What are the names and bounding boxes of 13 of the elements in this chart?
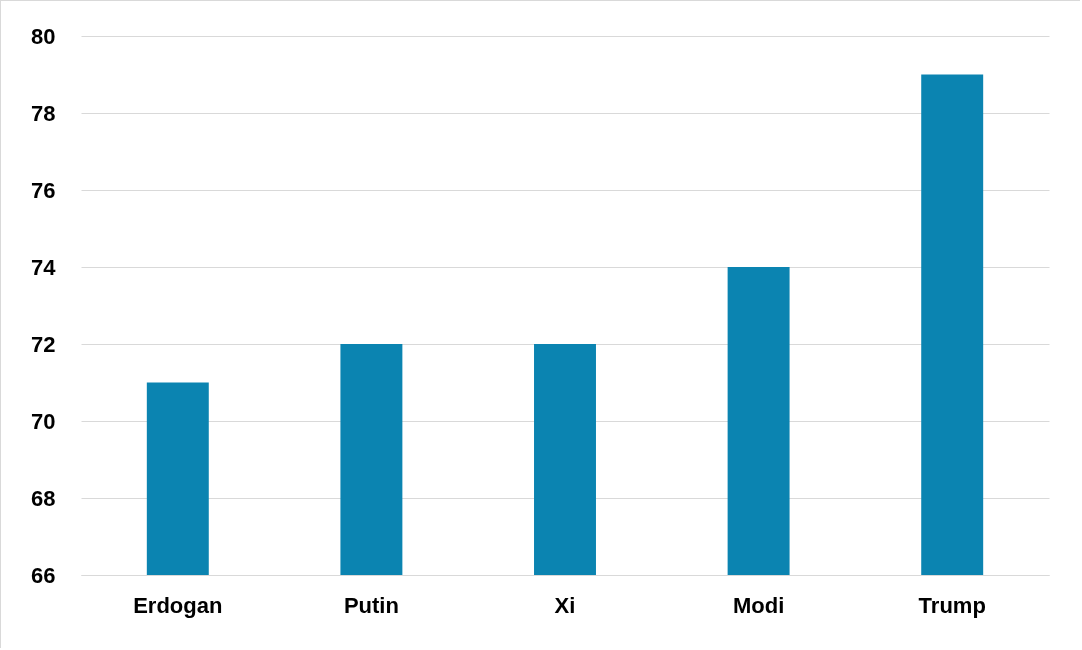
- y-tick-label: 70: [31, 408, 56, 434]
- x-tick-label: Xi: [554, 592, 576, 618]
- x-tick-label: Modi: [732, 592, 785, 618]
- y-tick-label: 74: [31, 254, 57, 280]
- x-tick-label: Putin: [343, 592, 399, 618]
- x-tick-label: Erdogan: [133, 592, 223, 618]
- y-tick-label: 66: [31, 562, 56, 588]
- y-tick-label: 78: [31, 100, 56, 126]
- y-tick-label: 76: [31, 177, 56, 203]
- y-tick-label: 80: [31, 23, 56, 49]
- y-tick-label: 68: [31, 485, 56, 511]
- x-tick-label: Trump: [918, 592, 986, 618]
- y-tick-label: 72: [31, 331, 56, 357]
